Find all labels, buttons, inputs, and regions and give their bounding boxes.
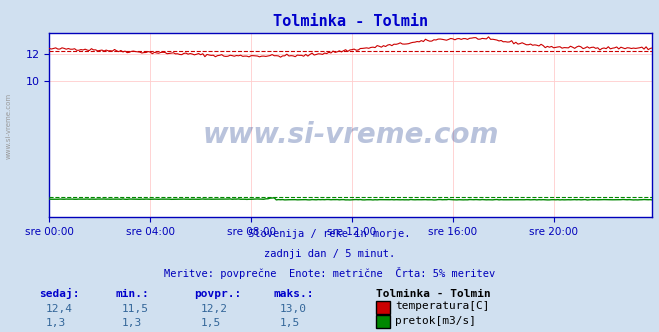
Text: povpr.:: povpr.:	[194, 289, 242, 299]
Text: maks.:: maks.:	[273, 289, 314, 299]
Text: 1,5: 1,5	[280, 318, 301, 328]
Text: 12,4: 12,4	[46, 304, 73, 314]
Text: 11,5: 11,5	[122, 304, 149, 314]
Text: Slovenija / reke in morje.: Slovenija / reke in morje.	[248, 229, 411, 239]
Text: 1,3: 1,3	[46, 318, 67, 328]
Text: temperatura[C]: temperatura[C]	[395, 301, 490, 311]
Text: 1,5: 1,5	[201, 318, 221, 328]
Text: sedaj:: sedaj:	[40, 288, 80, 299]
Text: zadnji dan / 5 minut.: zadnji dan / 5 minut.	[264, 249, 395, 259]
Title: Tolminka - Tolmin: Tolminka - Tolmin	[273, 14, 428, 29]
Text: min.:: min.:	[115, 289, 149, 299]
Text: 13,0: 13,0	[280, 304, 307, 314]
Text: Tolminka - Tolmin: Tolminka - Tolmin	[376, 289, 490, 299]
Text: www.si-vreme.com: www.si-vreme.com	[203, 121, 499, 148]
Text: Meritve: povprečne  Enote: metrične  Črta: 5% meritev: Meritve: povprečne Enote: metrične Črta:…	[164, 267, 495, 279]
Text: www.si-vreme.com: www.si-vreme.com	[5, 93, 12, 159]
Text: 1,3: 1,3	[122, 318, 142, 328]
Text: pretok[m3/s]: pretok[m3/s]	[395, 316, 476, 326]
Text: 12,2: 12,2	[201, 304, 228, 314]
